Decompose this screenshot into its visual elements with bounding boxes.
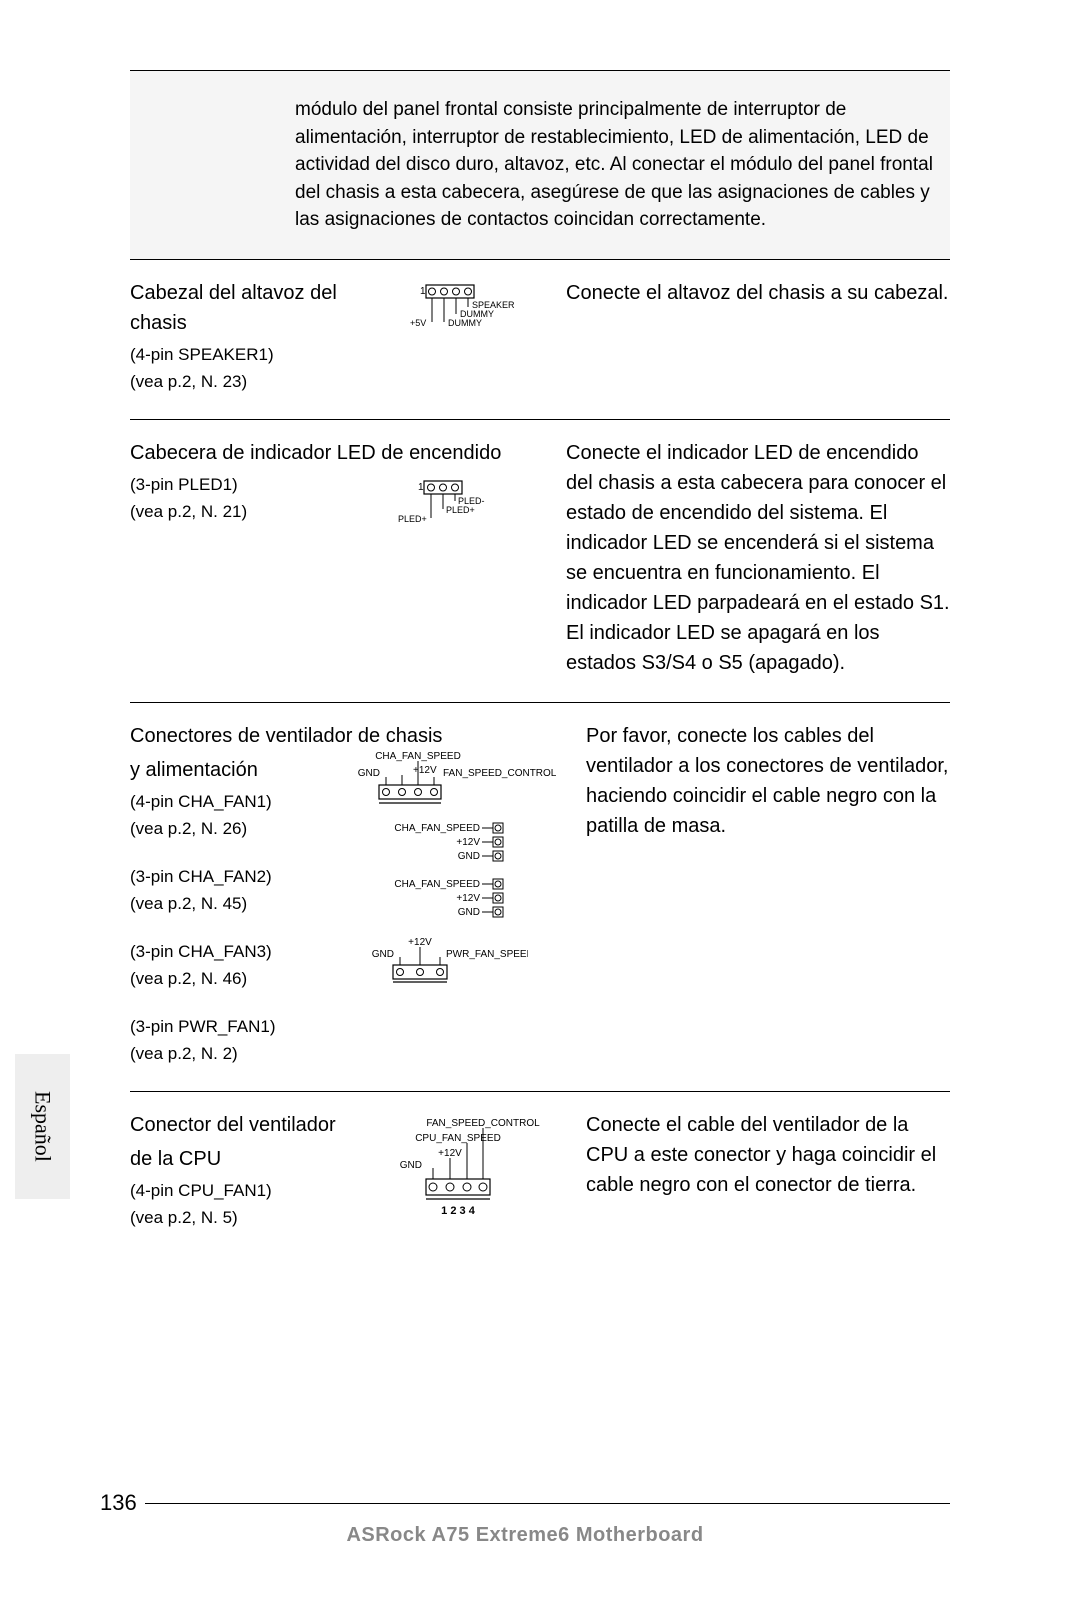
svg-text:PWR_FAN_SPEED: PWR_FAN_SPEED — [446, 949, 528, 960]
svg-text:+12V: +12V — [413, 765, 437, 776]
fan-i3-s1: (3-pin PWR_FAN1) — [130, 1014, 350, 1040]
footer-rule — [145, 1503, 950, 1504]
svg-text:1 2 3 4: 1 2 3 4 — [441, 1205, 476, 1217]
cpu-sub1: (4-pin CPU_FAN1) — [130, 1178, 350, 1204]
fan-i0-s1: (4-pin CHA_FAN1) — [130, 789, 350, 815]
fan-title2: y alimentación — [130, 755, 350, 785]
section-cpufan: Conector del ventilador de la CPU (4-pin… — [130, 1091, 950, 1255]
svg-text:1: 1 — [418, 482, 424, 493]
svg-text:+5V: +5V — [410, 318, 426, 328]
fan-i1-s1: (3-pin CHA_FAN2) — [130, 864, 350, 890]
svg-text:+12V: +12V — [456, 837, 480, 848]
speaker-sub2: (vea p.2, N. 23) — [130, 369, 390, 395]
fan-desc: Por favor, conecte los cables del ventil… — [586, 721, 950, 841]
svg-text:CHA_FAN_SPEED: CHA_FAN_SPEED — [375, 751, 461, 762]
section-pled: Cabecera de indicador LED de encendido (… — [130, 419, 950, 702]
svg-text:FAN_SPEED_CONTROL: FAN_SPEED_CONTROL — [443, 768, 557, 779]
fan-i3-s2: (vea p.2, N. 2) — [130, 1041, 350, 1067]
svg-text:1: 1 — [420, 286, 426, 297]
pled-sub1: (3-pin PLED1) — [130, 472, 390, 498]
fan-i2-s2: (vea p.2, N. 46) — [130, 966, 350, 992]
fan-i2-s1: (3-pin CHA_FAN3) — [130, 939, 350, 965]
pled-desc: Conecte el indicador LED de encendido de… — [566, 438, 950, 678]
svg-text:GND: GND — [358, 768, 380, 779]
speaker-desc: Conecte el altavoz del chasis a su cabez… — [566, 278, 950, 308]
fan-i0-s2: (vea p.2, N. 26) — [130, 816, 350, 842]
svg-text:GND: GND — [458, 851, 480, 862]
svg-text:+12V: +12V — [408, 937, 432, 948]
speaker-title: Cabezal del altavoz del chasis — [130, 278, 390, 338]
page-number: 136 — [100, 1490, 137, 1516]
cpu-diagram: FAN_SPEED_CONTROL CPU_FAN_SPEED +12V GND… — [358, 1110, 578, 1219]
section-fan: Conectores de ventilador de chasis y ali… — [130, 702, 950, 1091]
speaker-sub1: (4-pin SPEAKER1) — [130, 342, 390, 368]
fan-diagrams: CHA_FAN_SPEED GND +12V FAN_SPEED_CONTROL… — [358, 721, 578, 983]
page-content: módulo del panel frontal consiste princi… — [0, 0, 1080, 1619]
svg-text:GND: GND — [458, 907, 480, 918]
svg-text:CHA_FAN_SPEED: CHA_FAN_SPEED — [394, 823, 480, 834]
svg-text:CHA_FAN_SPEED: CHA_FAN_SPEED — [394, 879, 480, 890]
intro-paragraph: módulo del panel frontal consiste princi… — [130, 71, 950, 259]
svg-text:PLED+: PLED+ — [398, 514, 427, 524]
svg-text:+12V: +12V — [438, 1148, 462, 1159]
footer-title: ASRock A75 Extreme6 Motherboard — [100, 1524, 950, 1547]
svg-text:+12V: +12V — [456, 893, 480, 904]
svg-text:GND: GND — [372, 949, 394, 960]
svg-text:CPU_FAN_SPEED: CPU_FAN_SPEED — [415, 1133, 501, 1144]
svg-text:FAN_SPEED_CONTROL: FAN_SPEED_CONTROL — [426, 1118, 540, 1129]
pled-title: Cabecera de indicador LED de encendido — [130, 438, 390, 468]
fan-title1: Conectores de ventilador de chasis — [130, 721, 350, 751]
cpu-title2: de la CPU — [130, 1144, 350, 1174]
page-footer: 136 ASRock A75 Extreme6 Motherboard — [100, 1490, 950, 1547]
fan-i1-s2: (vea p.2, N. 45) — [130, 891, 350, 917]
speaker-diagram: 1 SPEAKER DUMMY DUMMY +5V — [398, 278, 558, 330]
svg-text:PLED+: PLED+ — [446, 505, 475, 515]
svg-text:DUMMY: DUMMY — [448, 318, 482, 328]
cpu-sub2: (vea p.2, N. 5) — [130, 1205, 350, 1231]
cpu-desc: Conecte el cable del ventilador de la CP… — [586, 1110, 950, 1200]
svg-text:GND: GND — [400, 1160, 422, 1171]
cpu-title1: Conector del ventilador — [130, 1110, 350, 1140]
pled-sub2: (vea p.2, N. 21) — [130, 499, 390, 525]
section-speaker: Cabezal del altavoz del chasis (4-pin SP… — [130, 259, 950, 419]
pled-diagram: 1 PLED- PLED+ PLED+ — [398, 438, 558, 528]
